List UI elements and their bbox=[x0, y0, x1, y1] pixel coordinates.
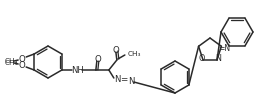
Text: O: O bbox=[19, 60, 26, 70]
Text: CH₃: CH₃ bbox=[4, 58, 18, 64]
Text: CH₃: CH₃ bbox=[128, 51, 141, 57]
Text: NH: NH bbox=[72, 66, 84, 74]
Text: O: O bbox=[112, 45, 119, 55]
Text: N: N bbox=[215, 54, 221, 63]
Text: O: O bbox=[19, 55, 26, 64]
Text: N: N bbox=[114, 74, 120, 84]
Text: =: = bbox=[120, 75, 128, 84]
Text: CH₃: CH₃ bbox=[4, 60, 18, 66]
Text: O: O bbox=[199, 54, 205, 63]
Text: O: O bbox=[95, 55, 101, 64]
Text: =N: =N bbox=[218, 44, 230, 53]
Text: N: N bbox=[128, 76, 134, 85]
